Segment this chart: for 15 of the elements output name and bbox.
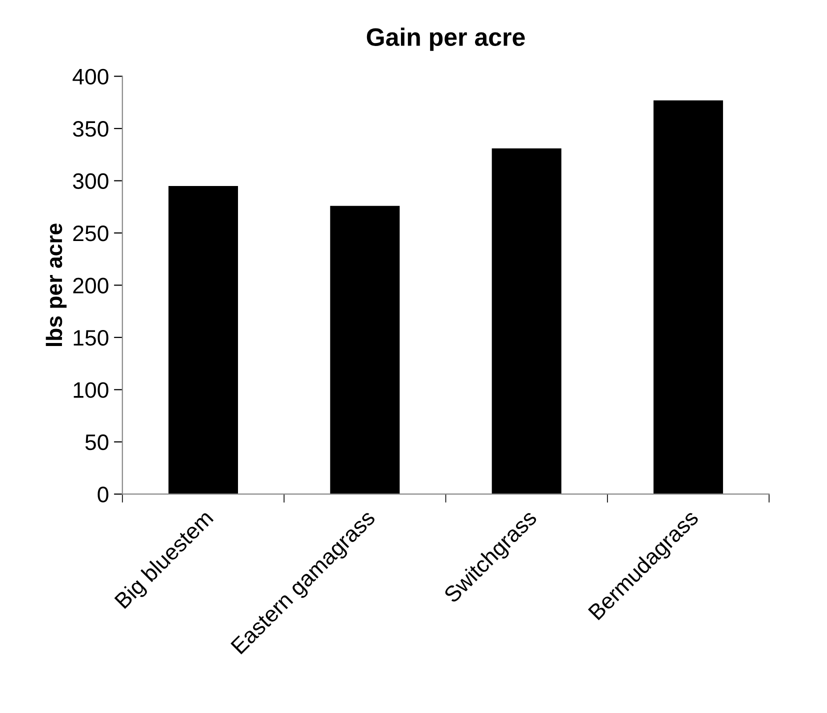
- y-tick-label: 300: [72, 173, 108, 190]
- y-tick-label: 350: [72, 121, 108, 137]
- y-tick-label: 150: [74, 330, 108, 346]
- y-tick-label: 100: [74, 382, 108, 398]
- bar: [654, 100, 724, 494]
- bar: [492, 148, 562, 494]
- bar: [330, 206, 400, 494]
- y-tick-label: 250: [73, 226, 108, 242]
- bar: [168, 186, 238, 494]
- chart-title: Gain per acre: [366, 28, 525, 51]
- y-axis-title: lbs per acre: [46, 224, 67, 346]
- y-tick-label: 200: [73, 278, 108, 294]
- y-tick-label: 0: [98, 486, 108, 502]
- y-tick-label: 400: [72, 68, 108, 85]
- y-tick-label: 50: [85, 434, 108, 450]
